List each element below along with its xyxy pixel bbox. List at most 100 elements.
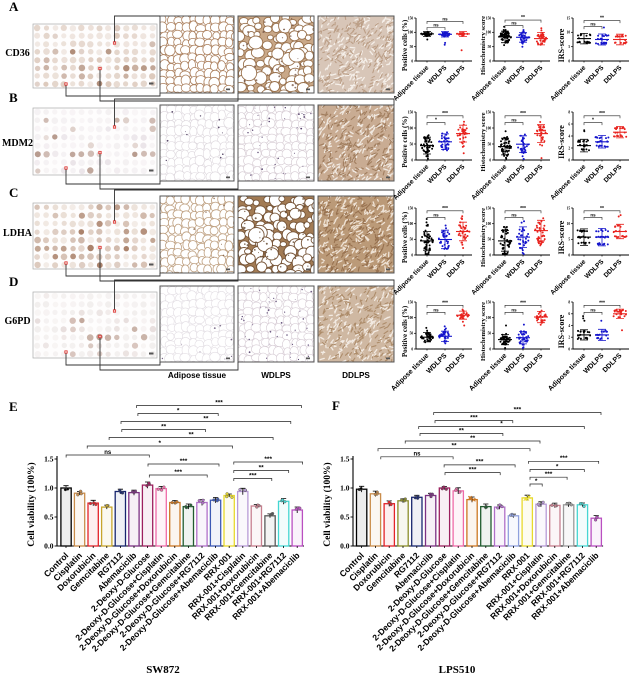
svg-text:6: 6 — [568, 122, 570, 126]
svg-text:4: 4 — [568, 324, 570, 328]
svg-text:0: 0 — [568, 253, 570, 257]
svg-text:2: 2 — [568, 336, 570, 340]
svg-text:C: C — [9, 185, 18, 200]
svg-text:*: * — [535, 478, 538, 485]
svg-text:Positive cells (%): Positive cells (%) — [401, 305, 409, 357]
svg-text:1.5: 1.5 — [44, 455, 54, 464]
svg-text:6: 6 — [568, 312, 570, 316]
svg-text:ns: ns — [433, 307, 439, 312]
svg-text:***: *** — [520, 206, 526, 212]
svg-text:0.5: 0.5 — [340, 513, 350, 522]
svg-text:0: 0 — [411, 347, 413, 351]
svg-text:50: 50 — [410, 332, 414, 336]
svg-text:100: 100 — [408, 31, 414, 35]
svg-text:Positive cells (%): Positive cells (%) — [401, 211, 409, 263]
svg-text:**: ** — [203, 415, 209, 422]
svg-text:***: *** — [476, 459, 484, 466]
svg-text:**: ** — [470, 435, 476, 442]
svg-text:1.0: 1.0 — [340, 484, 350, 493]
svg-text:1.5: 1.5 — [340, 455, 350, 464]
svg-text:0: 0 — [568, 347, 570, 351]
svg-text:8: 8 — [568, 300, 570, 304]
svg-text:LPS510: LPS510 — [439, 664, 476, 676]
svg-text:***: *** — [599, 300, 605, 306]
svg-text:***: *** — [470, 414, 478, 421]
svg-text:ns: ns — [433, 212, 439, 217]
svg-text:**: ** — [451, 443, 457, 450]
svg-text:100: 100 — [486, 31, 492, 35]
svg-text:50: 50 — [488, 238, 492, 242]
svg-text:15: 15 — [567, 16, 571, 20]
svg-text:**: ** — [521, 15, 525, 21]
svg-text:***: *** — [442, 111, 448, 117]
svg-text:150: 150 — [486, 16, 492, 20]
svg-text:0.0: 0.0 — [44, 542, 54, 551]
svg-text:0: 0 — [411, 158, 413, 162]
svg-text:0: 0 — [489, 59, 491, 63]
svg-text:ns: ns — [590, 22, 596, 27]
svg-text:ns: ns — [511, 307, 517, 312]
svg-text:ns: ns — [442, 16, 448, 21]
svg-text:Cell viability (100%): Cell viability (100%) — [26, 462, 37, 546]
svg-text:CD36: CD36 — [5, 48, 29, 59]
svg-text:ns: ns — [511, 21, 517, 26]
svg-text:Positive cells (%): Positive cells (%) — [401, 19, 409, 71]
svg-text:F: F — [332, 398, 340, 413]
svg-text:50: 50 — [488, 332, 492, 336]
svg-text:D: D — [9, 274, 18, 289]
svg-text:Histochemistry score: Histochemistry score — [480, 16, 487, 75]
svg-text:0: 0 — [411, 253, 413, 257]
svg-text:*: * — [177, 407, 180, 414]
svg-text:*: * — [592, 118, 594, 124]
svg-text:0.0: 0.0 — [340, 542, 350, 551]
svg-text:*: * — [500, 420, 503, 427]
svg-text:0: 0 — [489, 347, 491, 351]
svg-text:LDHA: LDHA — [3, 228, 33, 239]
svg-text:**: ** — [189, 431, 195, 438]
svg-text:0: 0 — [489, 253, 491, 257]
svg-text:***: *** — [442, 300, 448, 306]
svg-text:ns: ns — [104, 450, 112, 456]
svg-text:***: *** — [215, 399, 223, 406]
svg-text:*: * — [435, 118, 437, 124]
svg-text:ns: ns — [511, 212, 517, 217]
svg-text:8: 8 — [568, 110, 570, 114]
svg-text:50: 50 — [488, 45, 492, 49]
svg-text:***: *** — [264, 456, 272, 463]
svg-text:50: 50 — [410, 238, 414, 242]
svg-text:***: *** — [249, 472, 257, 479]
svg-text:***: *** — [560, 455, 568, 462]
svg-text:IRS-score: IRS-score — [557, 28, 566, 62]
svg-text:Histochemistry score: Histochemistry score — [480, 112, 487, 171]
svg-text:*: * — [159, 440, 162, 447]
svg-text:ns: ns — [590, 307, 596, 312]
svg-text:150: 150 — [486, 110, 492, 114]
svg-text:0: 0 — [411, 59, 413, 63]
svg-text:150: 150 — [486, 206, 492, 210]
svg-text:***: *** — [174, 469, 182, 476]
svg-text:50: 50 — [410, 142, 414, 146]
svg-text:**: ** — [600, 16, 604, 22]
svg-text:10: 10 — [567, 31, 571, 35]
svg-text:**: ** — [259, 464, 265, 471]
svg-text:***: *** — [180, 458, 188, 465]
svg-text:SW872: SW872 — [146, 664, 180, 676]
svg-text:G6PD: G6PD — [4, 316, 30, 327]
svg-text:50: 50 — [410, 45, 414, 49]
svg-text:150: 150 — [408, 206, 414, 210]
svg-text:IRS-score: IRS-score — [557, 125, 566, 159]
svg-text:0.5: 0.5 — [44, 513, 54, 522]
svg-text:DDLPS: DDLPS — [342, 371, 370, 380]
svg-text:1.0: 1.0 — [44, 484, 54, 493]
svg-text:E: E — [9, 399, 18, 414]
svg-text:**: ** — [161, 423, 167, 430]
svg-text:IRS-score: IRS-score — [557, 314, 566, 348]
svg-text:100: 100 — [486, 126, 492, 130]
svg-text:A: A — [9, 0, 19, 14]
svg-text:10: 10 — [567, 222, 571, 226]
svg-text:ns: ns — [433, 23, 439, 28]
svg-text:***: *** — [514, 406, 522, 413]
svg-text:***: *** — [545, 471, 553, 478]
svg-text:0: 0 — [568, 158, 570, 162]
svg-text:ns: ns — [590, 212, 596, 217]
